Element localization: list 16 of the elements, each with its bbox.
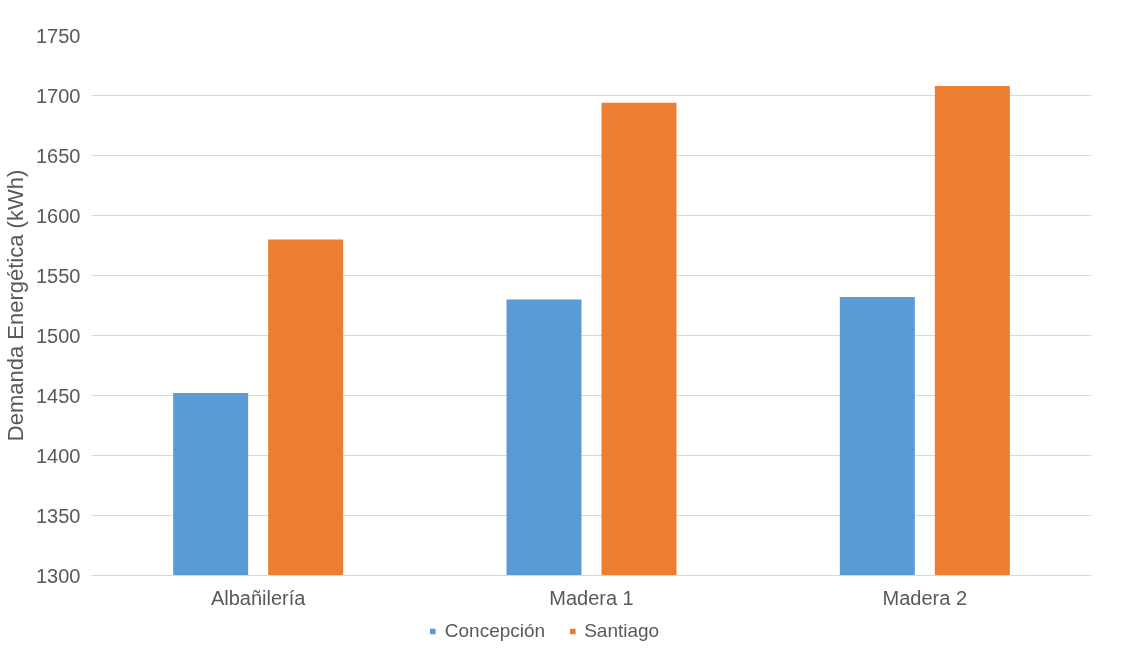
y-tick-label: 1450 [36,384,81,407]
y-tick-label: 1300 [36,564,81,587]
y-axis-title: Demanda Energética (kWh) [3,169,29,442]
y-tick-label: 1500 [36,324,81,347]
x-tick-label: Madera 2 [882,586,968,609]
legend-label: Concepción [444,620,546,642]
y-tick-label: 1550 [36,264,81,287]
y-tick-label: 1350 [36,504,81,527]
y-tick-label: 1700 [36,84,81,107]
legend-label: Santiago [584,620,660,642]
x-tick-label: Madera 1 [549,586,634,609]
y-tick-label: 1600 [36,204,81,227]
y-tick-label: 1650 [36,144,81,167]
x-tick-label: Albañilería [210,586,307,609]
y-tick-label: 1400 [36,444,81,467]
y-tick-label: 1750 [36,24,81,47]
